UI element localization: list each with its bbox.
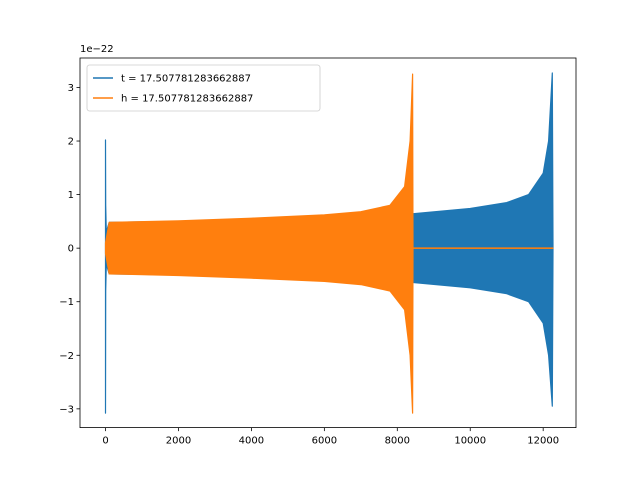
x-axis: 0 2000 4000 6000 8000 10000 12000 — [102, 427, 559, 447]
legend-box — [86, 64, 321, 112]
x-tick-label-6: 12000 — [527, 436, 559, 447]
legend-label-1: h = 17.507781283662887 — [121, 94, 253, 105]
x-tick-label-1: 2000 — [166, 436, 191, 447]
y-tick-label-5: 2 — [68, 137, 74, 148]
x-tick-label-3: 6000 — [312, 436, 337, 447]
x-tick-label-5: 10000 — [454, 436, 486, 447]
y-axis: −3 −2 −1 0 1 2 3 — [59, 83, 80, 415]
plot-series — [104, 72, 554, 414]
y-tick-label-2: −1 — [59, 297, 74, 308]
y-offset-label: 1e−22 — [80, 44, 114, 55]
plot-frame — [79, 57, 577, 429]
legend: t = 17.507781283662887 h = 17.50778128366… — [86, 64, 321, 112]
legend-label-0: t = 17.507781283662887 — [121, 74, 251, 85]
x-tick-label-4: 8000 — [385, 436, 410, 447]
y-tick-label-6: 3 — [68, 83, 74, 94]
x-tick-label-0: 0 — [102, 436, 108, 447]
y-tick-label-0: −3 — [59, 404, 74, 415]
y-tick-label-1: −2 — [59, 351, 74, 362]
y-tick-label-3: 0 — [68, 244, 74, 255]
x-tick-label-2: 4000 — [239, 436, 264, 447]
y-tick-label-4: 1 — [68, 190, 74, 201]
